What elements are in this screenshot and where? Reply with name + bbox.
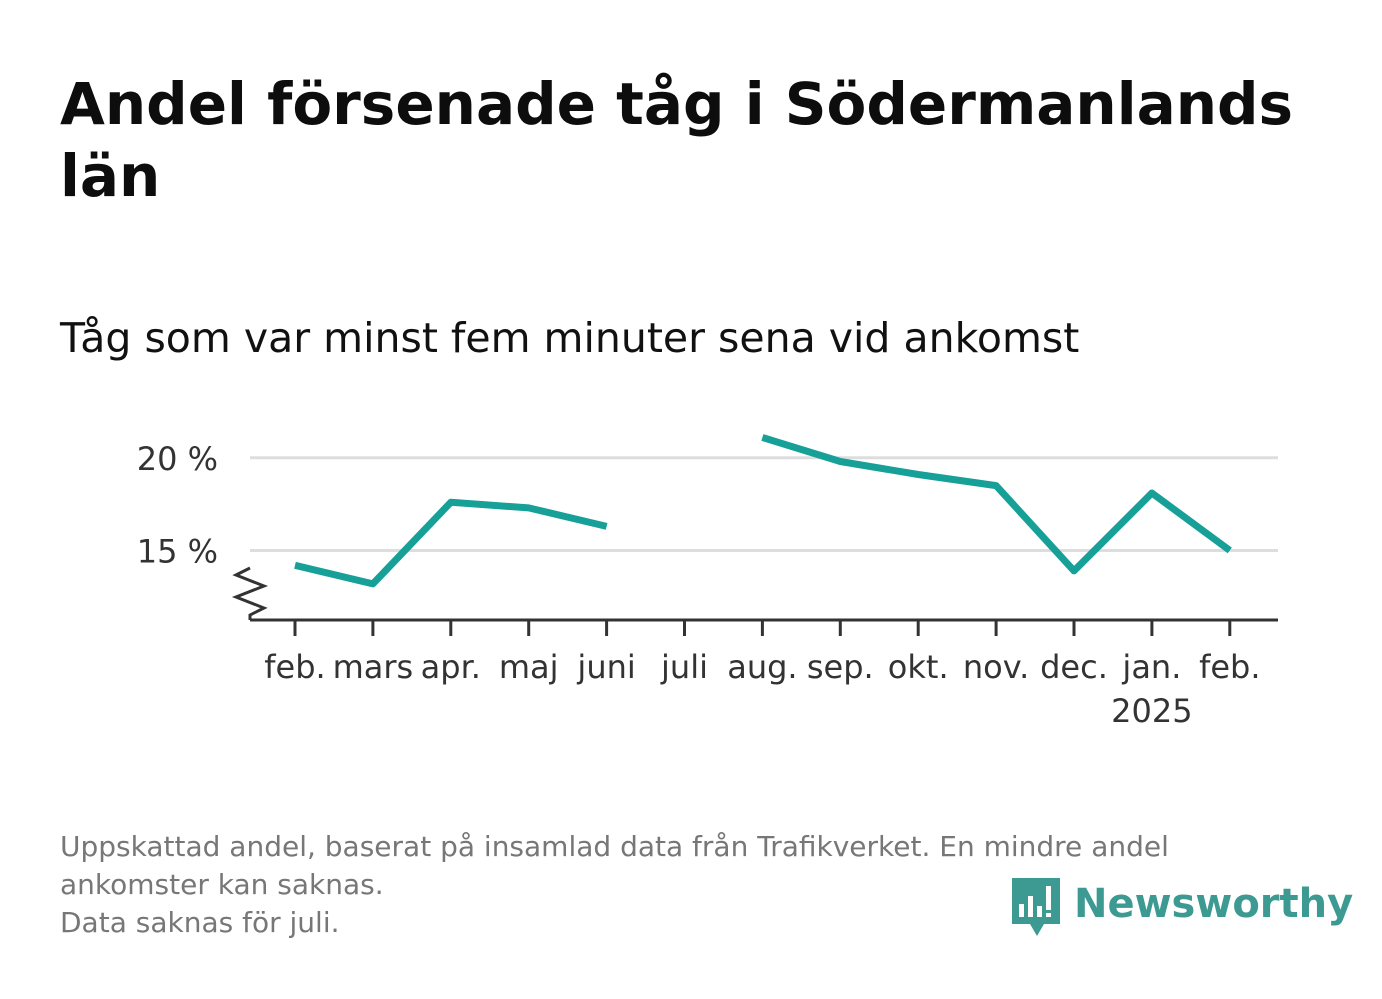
x-tick-label: feb. — [264, 648, 325, 686]
x-tick-label: apr. — [421, 648, 481, 686]
data-series — [294, 434, 1232, 588]
footnote-line-1: Uppskattad andel, baserat på insamlad da… — [60, 830, 1169, 863]
newsworthy-logo[interactable]: Newsworthy — [1010, 876, 1353, 940]
x-tick-label: juni — [576, 648, 635, 686]
footnote-line-2: ankomster kan saknas. — [60, 868, 384, 901]
y-tick-label-15: 15 % — [137, 532, 218, 570]
x-tick-label: feb. — [1199, 648, 1260, 686]
x-tick-label: jan. — [1121, 648, 1181, 686]
gridlines — [250, 456, 1278, 552]
x-tick-label: okt. — [888, 648, 949, 686]
x-tick-labels: feb. mars apr. maj juni juli aug. sep. okt. nov. d… — [264, 648, 1260, 730]
x-tick-label: nov. — [963, 648, 1029, 686]
x-tick-label: juli — [660, 648, 708, 686]
series-line-segment-0 — [294, 498, 608, 588]
x-tick-label: aug. — [727, 648, 797, 686]
brand-name: Newsworthy — [1074, 881, 1354, 927]
footnote: Uppskattad andel, baserat på insamlad da… — [60, 828, 1330, 942]
x-axis — [231, 566, 1278, 622]
series-line-segment-1 — [761, 434, 1232, 575]
x-year-label: 2025 — [1111, 692, 1192, 730]
x-tick-label: dec. — [1040, 648, 1108, 686]
chart-subtitle: Tåg som var minst fem minuter sena vid a… — [60, 314, 1080, 362]
footnote-line-3: Data saknas för juli. — [60, 906, 340, 939]
axis-break-icon — [231, 566, 269, 620]
newsworthy-chart-bubble-icon — [1012, 878, 1060, 936]
line-chart: 15 %20 % feb. mars apr. maj juni juli aug. sep.… — [137, 434, 1278, 730]
x-tick-label: mars — [333, 648, 414, 686]
x-tick-marks — [293, 620, 1232, 636]
x-tick-label: sep. — [807, 648, 874, 686]
y-tick-labels: 15 % 20 % — [137, 440, 218, 571]
chart-title: Andel försenade tåg i Södermanlands län — [60, 70, 1294, 210]
y-tick-label-20: 20 % — [137, 440, 218, 478]
x-tick-label: maj — [499, 648, 559, 686]
